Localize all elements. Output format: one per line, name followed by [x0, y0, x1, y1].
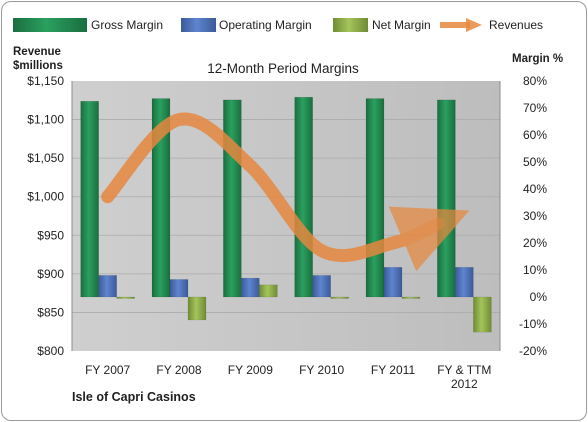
operating-margin-bar: [169, 279, 189, 298]
gross-margin-bar: [223, 99, 242, 298]
x-tick-label: FY 2009: [228, 363, 273, 377]
x-tick-label: FY & TTM: [437, 363, 491, 377]
left-axis-label-line2: $millions: [13, 60, 63, 72]
gross-margin-bar: [80, 101, 99, 298]
legend-label-revenues: Revenues: [489, 18, 543, 32]
net-margin-bar: [259, 284, 278, 298]
x-tick-label: FY 2011: [371, 363, 416, 377]
gross-margin-bar: [151, 98, 171, 298]
right-tick-label: 80%: [523, 74, 547, 88]
right-axis: 80% 70% 60% 50% 40% 30% 20% 10% 0% -10% -20%: [499, 74, 548, 358]
left-tick-label: $1,050: [27, 151, 64, 165]
right-tick-label: 50%: [523, 155, 547, 169]
company-name: Isle of Capri Casinos: [72, 390, 196, 404]
operating-margin-bar: [312, 275, 331, 298]
right-tick-label: 10%: [523, 263, 547, 277]
operating-margin-bar: [98, 275, 117, 298]
legend-arrow-icon: [466, 18, 482, 32]
left-tick-label: $1,000: [27, 190, 64, 204]
right-tick-label: 40%: [523, 182, 547, 196]
legend: Gross Margin Operating Margin Net Margin…: [13, 18, 543, 32]
left-axis: $1,150 $1,100 $1,050 $1,000 $950 $900 $850 $800: [27, 74, 73, 358]
x-tick-label: FY 2010: [299, 363, 344, 377]
legend-swatch-net: [333, 18, 368, 32]
right-tick-label: 0%: [530, 290, 548, 304]
legend-item-gross-margin: Gross Margin: [13, 18, 163, 32]
revenue-series: [101, 112, 470, 272]
net-margin-bar: [473, 296, 492, 333]
right-tick-label: -20%: [519, 344, 547, 358]
net-margin-bar: [116, 296, 135, 299]
legend-label-net: Net Margin: [372, 18, 431, 32]
right-tick-label: 60%: [523, 128, 547, 142]
bar-series: [80, 96, 492, 333]
left-tick-label: $950: [37, 228, 64, 242]
right-tick-label: -10%: [519, 317, 547, 331]
legend-label-gross: Gross Margin: [91, 18, 163, 32]
left-tick-label: $1,100: [27, 113, 64, 127]
left-tick-label: $1,150: [27, 74, 64, 88]
left-tick-label: $850: [37, 305, 64, 319]
x-tick-label: FY 2007: [85, 363, 130, 377]
legend-label-operating: Operating Margin: [219, 18, 312, 32]
left-tick-label: $900: [37, 267, 64, 281]
x-tick-label: 2012: [451, 377, 478, 391]
operating-margin-bar: [455, 267, 474, 298]
net-margin-bar: [330, 296, 349, 299]
left-tick-label: $800: [37, 344, 64, 358]
x-tick-label: FY 2008: [156, 363, 201, 377]
operating-margin-bar: [241, 277, 260, 298]
right-tick-label: 70%: [523, 101, 547, 115]
net-margin-bar: [401, 296, 421, 299]
gross-margin-bar: [437, 99, 456, 298]
chart-title: 12-Month Period Margins: [207, 61, 359, 76]
legend-swatch-operating: [181, 18, 216, 32]
right-tick-label: 30%: [523, 209, 547, 223]
gross-margin-bar: [365, 98, 385, 298]
legend-item-operating-margin: Operating Margin: [181, 18, 312, 32]
right-axis-label: Margin %: [512, 53, 563, 65]
revenue-line: [101, 112, 470, 272]
legend-item-net-margin: Net Margin: [333, 18, 431, 32]
left-axis-label-line1: Revenue: [13, 46, 61, 58]
operating-margin-bar: [383, 267, 403, 298]
gross-margin-bar: [294, 96, 313, 298]
right-tick-label: 20%: [523, 236, 547, 250]
net-margin-bar: [187, 296, 207, 321]
legend-swatch-gross: [13, 18, 87, 32]
x-axis: FY 2007 FY 2008 FY 2009 FY 2010 FY 2011 FY & …: [85, 363, 491, 391]
legend-item-revenues: Revenues: [440, 18, 543, 32]
